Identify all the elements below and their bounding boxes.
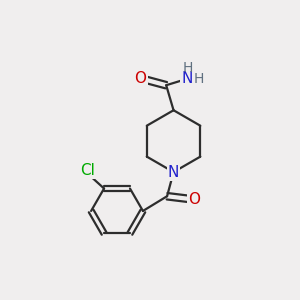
Text: O: O <box>188 192 200 207</box>
Text: Cl: Cl <box>80 163 95 178</box>
Text: N: N <box>168 165 179 180</box>
Text: O: O <box>135 71 147 86</box>
Text: N: N <box>182 71 193 86</box>
Text: H: H <box>194 72 204 86</box>
Text: H: H <box>182 61 193 75</box>
